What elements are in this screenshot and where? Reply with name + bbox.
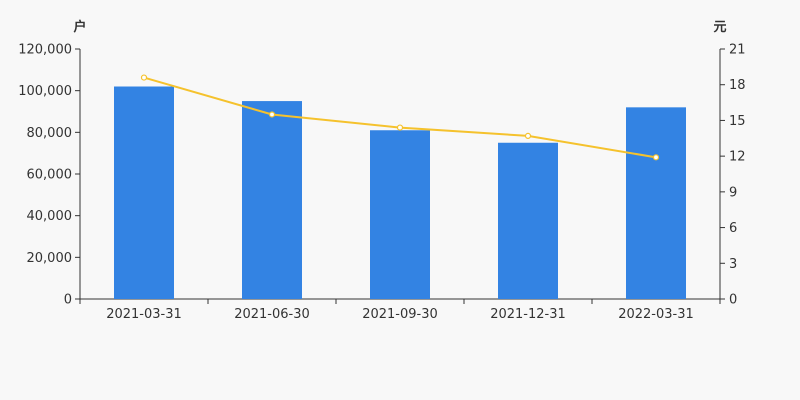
line-series [140, 74, 660, 161]
left-axis-tick-label: 120,000 [18, 43, 72, 58]
x-axis-tick-label: 2021-09-30 [362, 307, 438, 322]
left-axis-tick-label: 80,000 [27, 126, 73, 141]
bar [242, 101, 302, 299]
bar [114, 86, 174, 299]
right-axis-tick-label: 6 [729, 221, 737, 236]
line-point [140, 74, 148, 81]
left-axis-tick-label: 100,000 [18, 84, 72, 99]
line-point [268, 111, 276, 118]
right-axis-tick-label: 9 [729, 185, 737, 200]
x-axis-tick-label: 2022-03-31 [618, 307, 694, 322]
left-axis-unit: 户 [73, 19, 86, 35]
bar-series [114, 86, 686, 299]
left-axis-tick-label: 0 [64, 293, 72, 308]
left-axis-tick-label: 20,000 [27, 251, 73, 266]
bar [370, 130, 430, 299]
left-axis-tick-label: 40,000 [27, 209, 73, 224]
line-point [524, 132, 532, 140]
right-axis-tick-label: 21 [729, 43, 746, 58]
x-axis-tick-label: 2021-12-31 [490, 307, 566, 322]
x-axis-tick-label: 2021-03-31 [106, 307, 182, 322]
right-axis-tick-label: 18 [729, 78, 746, 93]
right-axis-tick-label: 12 [729, 150, 746, 165]
right-axis-tick-label: 15 [729, 114, 746, 129]
bar [626, 107, 686, 299]
line-point [652, 154, 660, 161]
x-axis-tick-label: 2021-06-30 [234, 307, 310, 322]
right-axis-unit: 元 [713, 20, 726, 35]
tick-labels: 0 20,000 40,000 60,000 80,000 100,000 120,000 0… [18, 43, 745, 323]
left-axis-tick-label: 60,000 [27, 168, 73, 183]
bar [498, 142, 558, 299]
line-point [396, 124, 404, 131]
right-axis-tick-label: 3 [729, 257, 737, 272]
right-axis-tick-label: 0 [729, 293, 737, 308]
